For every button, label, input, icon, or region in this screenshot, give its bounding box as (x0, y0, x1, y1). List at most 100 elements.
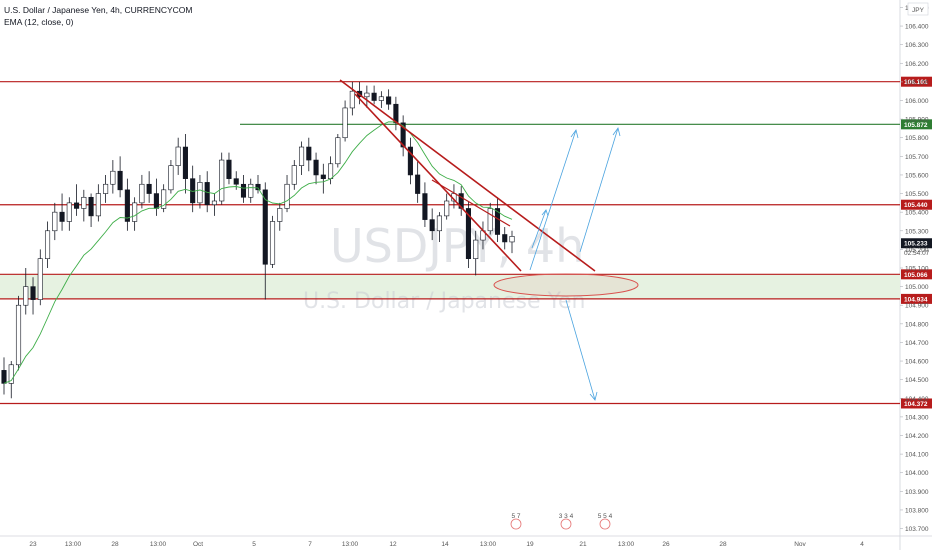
time-tick-label: 28 (719, 541, 727, 548)
time-tick-label: 23 (29, 541, 37, 548)
candle-body (74, 202, 80, 209)
level-tag-box (901, 119, 932, 130)
time-axis[interactable]: 23 13:00 28 13:00 Oct 5 7 13:00 12 14 13:00 19 21 13:… (29, 541, 864, 548)
currency-tag-box (907, 2, 929, 16)
event-markers[interactable]: 5 7 3 3 4 5 5 4 (510, 513, 613, 530)
price-tick-label: 105.300 (905, 228, 929, 235)
event-flag-icon (599, 518, 611, 530)
candle-body (52, 211, 58, 232)
arrow-small[interactable] (531, 209, 547, 249)
candle-body (117, 170, 123, 191)
candle-body (444, 200, 450, 217)
trendline-lower[interactable] (354, 93, 522, 272)
candle-body (422, 193, 428, 220)
level-tag-box (901, 199, 932, 210)
event-marker[interactable]: 3 3 4 (559, 513, 574, 530)
candle-body (59, 211, 65, 222)
candlestick-series (1, 81, 515, 399)
level-tag-box (901, 76, 932, 87)
arrow-down-head (589, 391, 598, 401)
candle-body (132, 202, 138, 222)
candle-body (429, 219, 435, 232)
price-tick-label: 105.700 (905, 154, 929, 161)
symbol-title[interactable]: U.S. Dollar / Japanese Yen, 4h, CURRENCY… (4, 5, 193, 15)
price-tick-label: 104.300 (905, 414, 929, 421)
trend-drawings[interactable] (339, 79, 639, 401)
price-tick-label: 104.400 (905, 396, 929, 403)
event-marker[interactable]: 5 5 4 (598, 513, 613, 530)
price-tick-label: 105.400 (905, 210, 929, 217)
price-axis[interactable]: 106.500106.400106.300106.200106.100106.0… (900, 5, 929, 533)
candle-body (204, 182, 210, 206)
event-marker[interactable]: 5 7 (510, 513, 522, 530)
candle-body (342, 107, 348, 139)
horizontal-levels[interactable]: 106.101 105.872 105.440 105.233 105.066 104.9… (0, 76, 932, 409)
price-tick-label: 104.500 (905, 377, 929, 384)
candle-body (30, 286, 36, 300)
candle-body (81, 196, 87, 209)
event-marker-label: 5 5 4 (598, 513, 613, 520)
candle-body (487, 208, 493, 232)
arrow-up-2-head (612, 127, 621, 137)
price-tick-label: 106.100 (905, 79, 929, 86)
price-tick-label: 106.400 (905, 24, 929, 31)
candle-body (349, 90, 355, 109)
candle-body (407, 146, 413, 176)
chart-watermark: USDJPY, 4h U.S. Dollar / Japanese Yen (303, 219, 585, 314)
price-tick-label: 105.800 (905, 135, 929, 142)
candle-body (211, 200, 218, 206)
candle-body (386, 96, 392, 105)
time-tick-label: 19 (526, 541, 534, 548)
time-tick-label: 21 (579, 541, 587, 548)
candle-body (364, 92, 370, 98)
indicator-title[interactable]: EMA (12, close, 0) (4, 17, 74, 27)
target-ellipse[interactable] (493, 273, 639, 297)
arrow-up-2[interactable] (579, 127, 619, 253)
level-tag-box (901, 238, 932, 249)
price-tick-label: 104.000 (905, 470, 929, 477)
candle-body (371, 92, 377, 101)
candle-body (277, 208, 283, 222)
event-marker-label: 3 3 4 (559, 513, 574, 520)
support-zone (0, 274, 900, 299)
candle-body (168, 165, 174, 191)
ema-line (3, 121, 513, 384)
candle-body (248, 183, 254, 198)
candle-body (110, 170, 116, 185)
level-tag-label: 106.101 (904, 79, 928, 86)
candle-body (509, 236, 515, 243)
candle-body (197, 182, 203, 204)
candle-body (37, 258, 43, 300)
trendline-upper[interactable] (339, 79, 596, 272)
trendline-short[interactable] (431, 179, 511, 227)
price-tick-label: 106.000 (905, 98, 929, 105)
time-tick-label: 4 (860, 541, 864, 548)
price-tick-label: 106.300 (905, 42, 929, 49)
time-tick-label: 5 (252, 541, 256, 548)
watermark-symbol: USDJPY, 4h (330, 219, 584, 273)
candle-body (182, 146, 188, 179)
time-tick-label: 13:00 (480, 541, 497, 548)
price-tick-label: 104.200 (905, 433, 929, 440)
time-tick-label: 26 (662, 541, 670, 548)
candle-body (23, 286, 29, 306)
level-tag-label: 105.233 (904, 241, 928, 248)
candle-body (88, 196, 94, 217)
event-flag-icon (560, 518, 572, 530)
arrow-small-head (541, 209, 549, 217)
arrow-down[interactable] (565, 299, 596, 401)
candle-body (291, 165, 297, 185)
price-tick-label: 104.700 (905, 340, 929, 347)
price-tick-label: 105.900 (905, 117, 929, 124)
candle-body (328, 163, 334, 179)
price-tick-label: 106.200 (905, 61, 929, 68)
candle-body (161, 189, 167, 209)
arrow-up-1[interactable] (529, 129, 577, 271)
candle-body (226, 159, 232, 179)
price-tick-label: 103.700 (905, 526, 929, 533)
price-tick-label: 103.900 (905, 489, 929, 496)
level-tag-box (901, 269, 932, 280)
price-tick-label: 105.500 (905, 191, 929, 198)
candle-body (15, 304, 22, 366)
